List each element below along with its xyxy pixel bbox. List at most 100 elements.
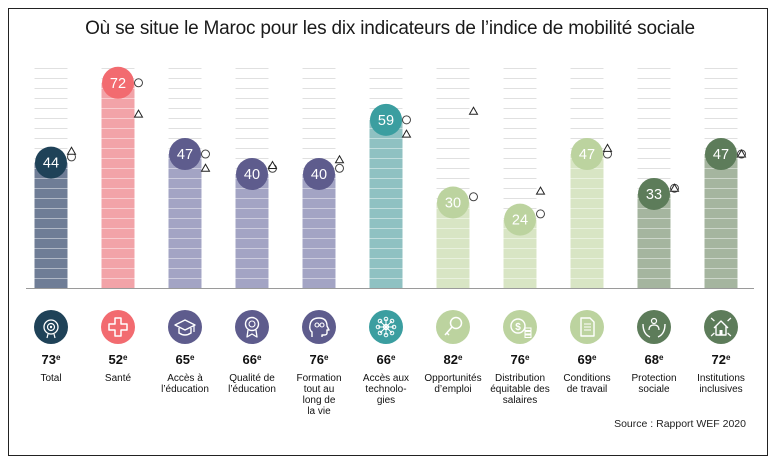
icon-circle [302, 310, 336, 344]
rank-label: 73e [42, 352, 61, 367]
rank-label: 69e [578, 352, 597, 367]
benchmark-triangle-marker [200, 163, 211, 172]
bar [369, 119, 403, 288]
category-label: Institutions [697, 373, 745, 384]
value-circle [571, 138, 603, 171]
bar [34, 162, 68, 288]
benchmark-circle-marker [134, 78, 143, 88]
benchmark-triangle-marker [736, 149, 747, 158]
rank-label: 65e [176, 352, 195, 367]
benchmark-triangle-marker [401, 129, 412, 138]
bar-stripes [369, 128, 403, 279]
category-label: inclusives [699, 384, 742, 395]
bar [168, 154, 202, 288]
icon-circle [704, 310, 738, 344]
value-circle [705, 138, 737, 171]
rank-label: 82e [444, 352, 463, 367]
category-label: long de [303, 395, 336, 406]
graduation-cap-icon [174, 319, 196, 336]
target-badge-icon [43, 319, 59, 339]
bar [570, 154, 604, 288]
value-circle [102, 66, 134, 99]
benchmark-triangle-marker [66, 146, 77, 155]
category-label: Accès à [167, 373, 203, 384]
head-learning-icon [309, 317, 330, 337]
category-label: Protection [631, 373, 676, 384]
rank-label: 52e [109, 352, 128, 367]
health-cross-icon [108, 317, 128, 337]
rank-label: 76e [511, 352, 530, 367]
value-circle [437, 186, 469, 219]
benchmark-circle-marker [402, 115, 411, 125]
benchmark-triangle-marker [535, 186, 546, 195]
category-label: Conditions [563, 373, 610, 384]
bar [235, 174, 269, 288]
value-label: 40 [244, 167, 260, 183]
category-group-3: 47 65e Accès àl’éducation [161, 68, 211, 395]
value-label: 44 [43, 156, 59, 172]
icon-circle [637, 310, 671, 344]
category-label: technolo- [365, 384, 406, 395]
value-label: 40 [311, 167, 327, 183]
benchmark-triangle-marker [133, 109, 144, 118]
category-label: salaires [503, 395, 537, 406]
value-circle [638, 177, 670, 210]
benchmark-triangle-marker [669, 183, 680, 192]
category-label: Distribution [495, 373, 545, 384]
value-circle [35, 146, 67, 179]
icon-circle [168, 310, 202, 344]
value-label: 47 [177, 147, 193, 163]
category-label: Formation [296, 373, 341, 384]
benchmark-circle-marker [201, 149, 210, 159]
category-label: Accès aux [363, 373, 409, 384]
key-search-icon [444, 316, 463, 336]
bar [302, 174, 336, 288]
rank-label: 76e [310, 352, 329, 367]
category-group-2: 72 52e Santé [101, 66, 144, 384]
award-ribbon-icon [244, 316, 260, 338]
icon-circle [101, 310, 135, 344]
chart-title: Où se situe le Maroc pour les dix indica… [85, 18, 695, 39]
document-icon [580, 317, 595, 337]
svg-text:$: $ [515, 322, 521, 333]
category-label: la vie [307, 406, 331, 417]
rank-label: 66e [377, 352, 396, 367]
benchmark-triangle-marker [468, 106, 479, 115]
inclusive-house-icon [710, 317, 732, 337]
category-label: équitable des [490, 384, 550, 395]
rank-label: 72e [712, 352, 731, 367]
coins-icon: $ [510, 318, 532, 338]
bar-stripes [570, 158, 604, 279]
rank-label: 66e [243, 352, 262, 367]
category-group-1: 44 73e Total [34, 68, 77, 384]
bar-stripes [704, 158, 738, 279]
benchmark-circle-marker [335, 163, 344, 173]
value-circle [169, 138, 201, 171]
bar [704, 154, 738, 288]
rank-label: 68e [645, 352, 664, 367]
value-circle [504, 203, 536, 236]
value-label: 59 [378, 113, 394, 129]
category-label: l’éducation [228, 384, 276, 395]
category-label: gies [377, 395, 395, 406]
category-label: d’emploi [434, 384, 471, 395]
value-label: 30 [445, 196, 461, 212]
category-label: l’éducation [161, 384, 209, 395]
category-label: de travail [567, 384, 608, 395]
category-label: tout au [304, 384, 335, 395]
value-circle [236, 158, 268, 190]
category-label: sociale [638, 384, 670, 395]
category-label: Santé [105, 373, 132, 384]
category-label: Qualité de [229, 373, 275, 384]
benchmark-triangle-marker [267, 160, 278, 169]
benchmark-circle-marker [536, 209, 545, 219]
value-label: 47 [713, 147, 729, 163]
benchmark-triangle-marker [334, 154, 345, 164]
network-nodes-icon [375, 316, 397, 338]
benchmark-circle-marker [469, 192, 478, 202]
category-label: Opportunités [424, 373, 481, 384]
